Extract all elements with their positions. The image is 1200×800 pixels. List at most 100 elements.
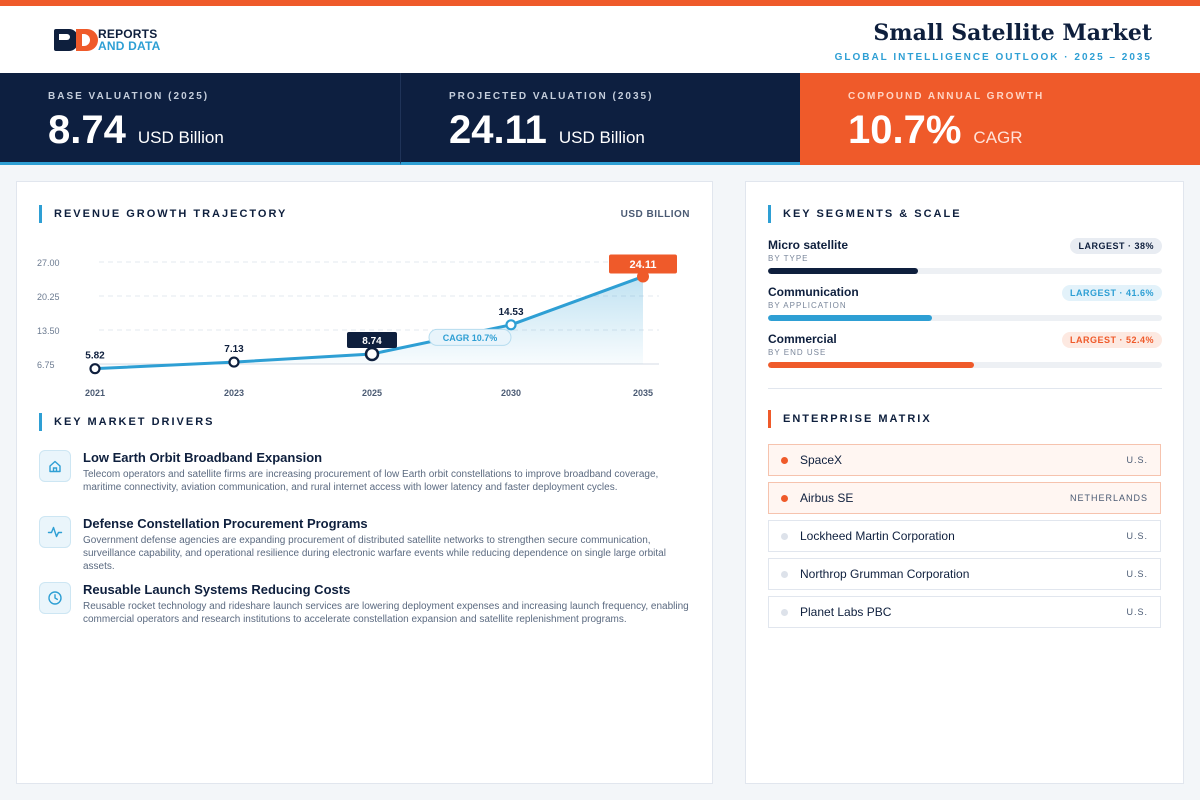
company-row-planet-labs[interactable]: Planet Labs PBC U.S. bbox=[768, 596, 1161, 628]
clock-icon bbox=[39, 582, 71, 614]
chart-x-tick-label: 2035 bbox=[633, 388, 653, 398]
company-row-northrop[interactable]: Northrop Grumman Corporation U.S. bbox=[768, 558, 1161, 590]
driver-description: Reusable rocket technology and rideshare… bbox=[83, 601, 689, 625]
segment-name: Communication bbox=[768, 285, 859, 299]
segments-section-title-text: KEY SEGMENTS & SCALE bbox=[783, 208, 962, 220]
segment-category: BY APPLICATION bbox=[768, 301, 847, 310]
status-dot-icon bbox=[781, 608, 788, 616]
kpi-projected-valuation: PROJECTED VALUATION (2035) 24.11 USD Bil… bbox=[400, 73, 800, 165]
segment-progress-track bbox=[768, 362, 1162, 368]
driver-item: Defense Constellation Procurement Progra… bbox=[39, 514, 689, 580]
pulse-icon bbox=[39, 516, 71, 548]
cagr-annotation-pill bbox=[428, 328, 512, 346]
company-name: Lockheed Martin Corporation bbox=[800, 529, 955, 543]
status-dot-icon bbox=[781, 456, 788, 464]
section-divider bbox=[768, 388, 1162, 389]
kpi-label: BASE VALUATION (2025) bbox=[48, 91, 210, 102]
drivers-section-title: KEY MARKET DRIVERS bbox=[39, 413, 214, 431]
kpi-value: 24.11 bbox=[449, 108, 547, 152]
driver-title: Reusable Launch Systems Reducing Costs bbox=[83, 582, 351, 597]
segment-progress-fill bbox=[768, 268, 918, 274]
data-label-2030: 14.53 bbox=[498, 307, 523, 318]
driver-item: Low Earth Orbit Broadband Expansion Tele… bbox=[39, 448, 689, 514]
header: REPORTS AND DATA Small Satellite Market … bbox=[0, 6, 1200, 73]
segments-section-title: KEY SEGMENTS & SCALE bbox=[768, 205, 962, 223]
chart-x-tick-label: 2025 bbox=[362, 388, 382, 398]
data-point-2023 bbox=[228, 356, 240, 368]
company-row-spacex[interactable]: SpaceX U.S. bbox=[768, 444, 1161, 476]
logo-text: REPORTS AND DATA bbox=[98, 28, 160, 52]
data-label-2025: 8.74 bbox=[362, 336, 382, 347]
cagr-annotation-text: CAGR 10.7% bbox=[443, 333, 498, 343]
company-row-lockheed[interactable]: Lockheed Martin Corporation U.S. bbox=[768, 520, 1161, 552]
segment-type: Micro satellite BY TYPE LARGEST · 38% bbox=[768, 238, 1162, 285]
enterprise-matrix: SpaceX U.S. Airbus SE NETHERLANDS Lockhe… bbox=[768, 444, 1161, 634]
driver-title: Defense Constellation Procurement Progra… bbox=[83, 516, 368, 531]
chart-x-tick-label: 2030 bbox=[501, 388, 521, 398]
kpi-value: 10.7% bbox=[848, 108, 962, 152]
company-country: U.S. bbox=[1126, 455, 1148, 465]
chart-section-title: REVENUE GROWTH TRAJECTORY bbox=[39, 205, 287, 223]
status-dot-icon bbox=[781, 570, 788, 578]
kpi-unit: USD Billion bbox=[137, 128, 224, 147]
chart-section-title-text: REVENUE GROWTH TRAJECTORY bbox=[54, 208, 288, 220]
chart-area-fill bbox=[95, 276, 643, 369]
data-label-2023: 7.13 bbox=[224, 344, 244, 355]
company-name: Northrop Grumman Corporation bbox=[800, 567, 970, 581]
segment-badge: LARGEST · 41.6% bbox=[1061, 285, 1162, 301]
segment-category: BY TYPE bbox=[768, 254, 809, 263]
revenue-line-chart: 6.75 13.50 20.25 27.00 CAGR 10.7% 5.82 7.13 8… bbox=[37, 254, 677, 398]
company-name: SpaceX bbox=[800, 453, 843, 467]
chart-y-tick-label: 6.75 bbox=[37, 360, 55, 370]
segment-badge: LARGEST · 38% bbox=[1070, 238, 1162, 254]
kpi-value: 8.74 bbox=[48, 108, 126, 152]
top-accent-strip bbox=[0, 0, 1200, 6]
kpi-unit: USD Billion bbox=[558, 128, 645, 147]
logo-line2: AND DATA bbox=[98, 39, 161, 53]
segment-application: Communication BY APPLICATION LARGEST · 4… bbox=[768, 285, 1162, 332]
company-country: U.S. bbox=[1126, 569, 1148, 579]
drivers-list: Low Earth Orbit Broadband Expansion Tele… bbox=[39, 448, 689, 646]
segment-name: Micro satellite bbox=[768, 238, 849, 252]
logo[interactable]: REPORTS AND DATA bbox=[54, 28, 160, 52]
data-point-2030 bbox=[505, 319, 517, 331]
segments-matrix-card: KEY SEGMENTS & SCALE Micro satellite BY … bbox=[745, 181, 1184, 784]
driver-item: Reusable Launch Systems Reducing Costs R… bbox=[39, 580, 689, 646]
company-name: Airbus SE bbox=[800, 491, 854, 505]
chart-unit-label: USD BILLION bbox=[620, 209, 690, 220]
page-title: Small Satellite Market bbox=[873, 20, 1152, 46]
chart-x-tick-label: 2023 bbox=[224, 388, 244, 398]
company-row-airbus[interactable]: Airbus SE NETHERLANDS bbox=[768, 482, 1161, 514]
kpi-label: PROJECTED VALUATION (2035) bbox=[449, 91, 654, 102]
segment-name: Commercial bbox=[768, 332, 837, 346]
title-block: Small Satellite Market GLOBAL INTELLIGEN… bbox=[835, 20, 1152, 63]
data-label-box-2035 bbox=[609, 254, 677, 274]
data-label-2021: 5.82 bbox=[85, 351, 105, 362]
logo-line1: REPORTS bbox=[98, 27, 158, 41]
kpi-unit: CAGR bbox=[973, 128, 1023, 147]
data-point-2021 bbox=[89, 363, 101, 375]
home-icon bbox=[39, 450, 71, 482]
chart-y-tick-label: 13.50 bbox=[37, 326, 60, 336]
segment-category: BY END USE bbox=[768, 348, 827, 357]
chart-y-tick-label: 20.25 bbox=[37, 292, 60, 302]
company-name: Planet Labs PBC bbox=[800, 605, 892, 619]
matrix-section-title-text: ENTERPRISE MATRIX bbox=[783, 413, 932, 425]
segment-progress-track bbox=[768, 315, 1162, 321]
segment-progress-fill bbox=[768, 315, 932, 321]
logo-mark-icon bbox=[54, 29, 98, 51]
kpi-label: COMPOUND ANNUAL GROWTH bbox=[848, 91, 1045, 102]
segment-progress-fill bbox=[768, 362, 975, 368]
company-country: U.S. bbox=[1126, 607, 1148, 617]
drivers-section-title-text: KEY MARKET DRIVERS bbox=[54, 416, 215, 428]
segment-badge: LARGEST · 52.4% bbox=[1061, 332, 1162, 348]
company-country: NETHERLANDS bbox=[1069, 493, 1148, 503]
data-label-box-2025 bbox=[347, 331, 397, 348]
segment-end-use: Commercial BY END USE LARGEST · 52.4% bbox=[768, 332, 1162, 379]
data-point-2025 bbox=[364, 346, 380, 362]
kpi-band: BASE VALUATION (2025) 8.74 USD Billion P… bbox=[0, 73, 1200, 165]
driver-description: Government defense agencies are expandin… bbox=[83, 535, 666, 572]
status-dot-icon bbox=[781, 532, 788, 540]
driver-description: Telecom operators and satellite firms ar… bbox=[83, 469, 659, 493]
matrix-section-title: ENTERPRISE MATRIX bbox=[768, 410, 932, 428]
